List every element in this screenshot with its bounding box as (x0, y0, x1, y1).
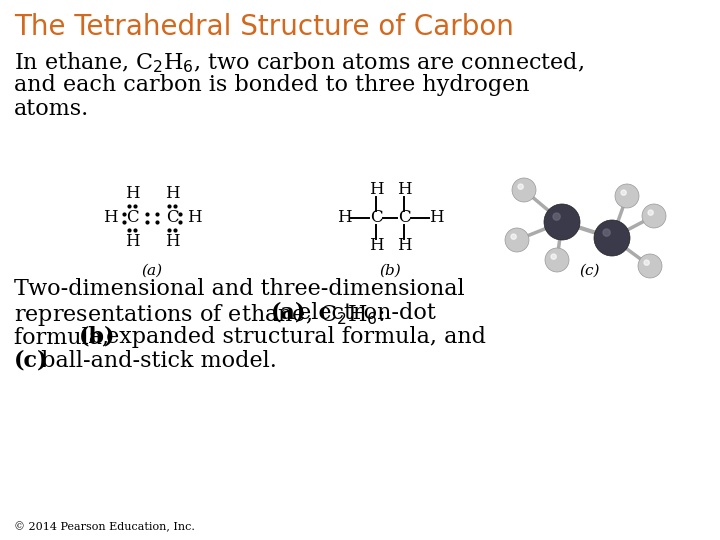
Text: C: C (397, 210, 410, 226)
Circle shape (638, 254, 662, 278)
Circle shape (594, 220, 630, 256)
Circle shape (648, 210, 653, 215)
Text: H: H (165, 233, 179, 251)
Circle shape (544, 204, 580, 240)
Text: H: H (369, 238, 383, 254)
Circle shape (512, 178, 536, 202)
Text: expanded structural formula, and: expanded structural formula, and (99, 326, 486, 348)
Text: C: C (126, 210, 138, 226)
Circle shape (551, 254, 557, 259)
Text: H: H (165, 186, 179, 202)
Text: and each carbon is bonded to three hydrogen: and each carbon is bonded to three hydro… (14, 74, 529, 96)
Text: © 2014 Pearson Education, Inc.: © 2014 Pearson Education, Inc. (14, 522, 195, 532)
Circle shape (621, 190, 626, 195)
Circle shape (553, 213, 560, 220)
Text: H: H (397, 238, 411, 254)
Text: atoms.: atoms. (14, 98, 89, 120)
Text: H: H (397, 181, 411, 199)
Circle shape (642, 204, 666, 228)
Circle shape (511, 234, 516, 239)
Text: ball-and-stick model.: ball-and-stick model. (34, 350, 277, 372)
Text: In ethane, C$_2$H$_6$, two carbon atoms are connected,: In ethane, C$_2$H$_6$, two carbon atoms … (14, 50, 584, 75)
Text: formula,: formula, (14, 326, 116, 348)
Text: The Tetrahedral Structure of Carbon: The Tetrahedral Structure of Carbon (14, 13, 514, 41)
Text: (b): (b) (379, 264, 401, 278)
Text: (c): (c) (14, 350, 48, 372)
Text: (a): (a) (141, 264, 163, 278)
Circle shape (505, 228, 529, 252)
Text: H: H (428, 210, 444, 226)
Text: H: H (186, 210, 202, 226)
Text: electron-dot: electron-dot (291, 302, 436, 324)
Text: (b): (b) (79, 326, 115, 348)
Circle shape (518, 184, 523, 190)
Circle shape (545, 248, 569, 272)
Circle shape (615, 184, 639, 208)
Text: (a): (a) (271, 302, 307, 324)
Text: H: H (125, 233, 139, 251)
Text: C: C (369, 210, 382, 226)
Text: representations of ethane, C$_2$H$_6$:: representations of ethane, C$_2$H$_6$: (14, 302, 387, 328)
Text: Two-dimensional and three-dimensional: Two-dimensional and three-dimensional (14, 278, 464, 300)
Text: H: H (125, 186, 139, 202)
Text: C: C (166, 210, 179, 226)
Text: (c): (c) (580, 264, 600, 278)
Text: H: H (369, 181, 383, 199)
Text: H: H (337, 210, 351, 226)
Circle shape (644, 260, 649, 265)
Text: H: H (103, 210, 117, 226)
Circle shape (603, 229, 611, 236)
